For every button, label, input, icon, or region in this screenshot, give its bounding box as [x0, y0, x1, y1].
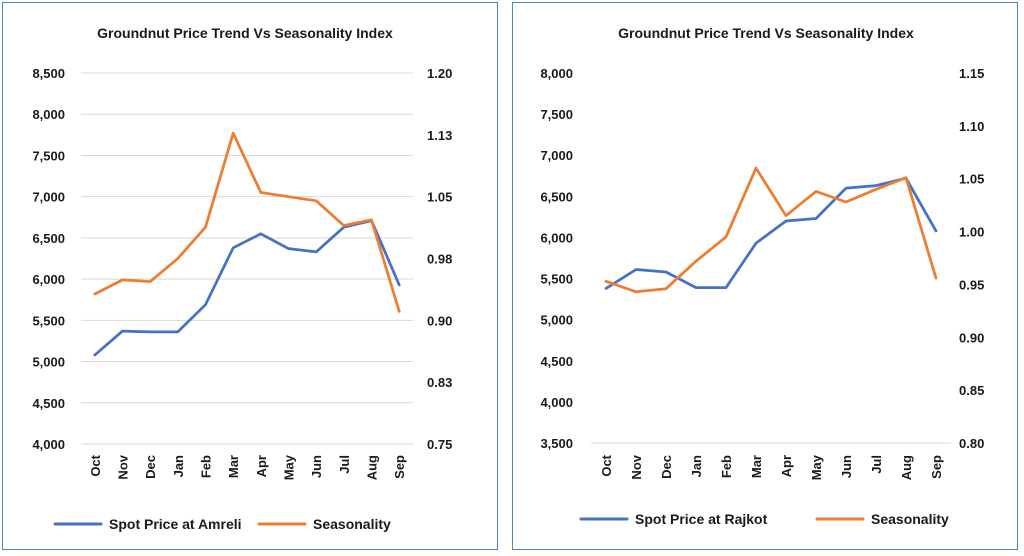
x-tick-label: Aug [365, 455, 380, 480]
chart-amreli: Groundnut Price Trend Vs Seasonality Ind… [32, 25, 452, 532]
x-tick-label: Jul [869, 455, 884, 474]
y-left-tick-label: 3,500 [540, 436, 573, 451]
y-left-tick-label: 4,000 [32, 437, 65, 452]
y-left-tick-label: 4,500 [540, 354, 573, 369]
x-tick-label: May [809, 454, 824, 480]
legend-label: Spot Price at Amreli [109, 516, 242, 532]
x-tick-label: Dec [143, 455, 158, 479]
legend-label: Spot Price at Rajkot [635, 511, 768, 527]
x-tick-label: Oct [599, 454, 614, 476]
y-right-tick-label: 1.05 [427, 190, 452, 205]
y-left-tick-label: 5,000 [32, 355, 65, 370]
y-right-tick-label: 1.10 [959, 119, 984, 134]
x-tick-label: Apr [779, 455, 794, 477]
y-right-tick-label: 0.98 [427, 252, 452, 267]
x-tick-label: Dec [659, 455, 674, 479]
x-tick-label: Nov [629, 454, 644, 479]
y-left-tick-label: 8,500 [32, 66, 65, 81]
y-right-tick-label: 0.83 [427, 375, 452, 390]
y-left-tick-label: 5,500 [32, 313, 65, 328]
y-left-tick-label: 7,000 [32, 190, 65, 205]
chart-rajkot: Groundnut Price Trend Vs Seasonality Ind… [540, 25, 984, 527]
x-tick-label: Feb [199, 455, 214, 478]
y-right-tick-label: 1.00 [959, 225, 984, 240]
spot-price-line [604, 176, 938, 290]
x-tick-label: May [282, 454, 297, 480]
y-right-tick-label: 0.75 [427, 437, 452, 452]
x-tick-label: Apr [254, 455, 269, 477]
y-left-tick-label: 5,500 [540, 272, 573, 287]
legend-label: Seasonality [313, 516, 391, 532]
y-right-tick-label: 1.13 [427, 128, 452, 143]
y-left-tick-label: 6,000 [32, 272, 65, 287]
seasonality-line [604, 166, 938, 294]
y-left-tick-label: 5,000 [540, 313, 573, 328]
y-right-tick-label: 0.90 [959, 330, 984, 345]
chart-title: Groundnut Price Trend Vs Seasonality Ind… [97, 25, 393, 41]
y-left-tick-label: 6,500 [540, 189, 573, 204]
x-tick-label: Jan [171, 455, 186, 477]
spot-price-line [93, 219, 401, 357]
y-left-tick-label: 7,500 [540, 107, 573, 122]
y-right-tick-label: 0.90 [427, 313, 452, 328]
y-left-tick-label: 6,000 [540, 230, 573, 245]
y-right-tick-label: 0.80 [959, 436, 984, 451]
y-left-tick-label: 4,500 [32, 396, 65, 411]
x-tick-label: Jun [309, 455, 324, 478]
y-left-tick-label: 4,000 [540, 395, 573, 410]
y-right-tick-label: 1.20 [427, 66, 452, 81]
seasonality-line [93, 131, 401, 313]
legend-label: Seasonality [871, 511, 949, 527]
y-left-tick-label: 6,500 [32, 231, 65, 246]
y-right-tick-label: 0.85 [959, 383, 984, 398]
chart-panel-amreli: Groundnut Price Trend Vs Seasonality Ind… [2, 2, 498, 550]
y-right-tick-label: 1.05 [959, 172, 984, 187]
x-tick-label: Feb [719, 455, 734, 478]
x-tick-label: Nov [116, 454, 131, 479]
y-left-tick-label: 7,000 [540, 148, 573, 163]
y-right-tick-label: 0.95 [959, 277, 984, 292]
x-tick-label: Aug [899, 455, 914, 480]
x-tick-label: Mar [226, 455, 241, 478]
y-left-tick-label: 7,500 [32, 148, 65, 163]
x-tick-label: Sep [929, 455, 944, 479]
y-left-tick-label: 8,000 [32, 107, 65, 122]
x-tick-label: Jul [337, 455, 352, 474]
x-tick-label: Jun [839, 455, 854, 478]
chart-panel-rajkot: Groundnut Price Trend Vs Seasonality Ind… [512, 2, 1018, 550]
x-tick-label: Sep [392, 455, 407, 479]
y-right-tick-label: 1.15 [959, 66, 984, 81]
x-tick-label: Mar [749, 455, 764, 478]
y-left-tick-label: 8,000 [540, 66, 573, 81]
chart-title: Groundnut Price Trend Vs Seasonality Ind… [618, 25, 914, 41]
x-tick-label: Jan [689, 455, 704, 477]
x-tick-label: Oct [88, 454, 103, 476]
